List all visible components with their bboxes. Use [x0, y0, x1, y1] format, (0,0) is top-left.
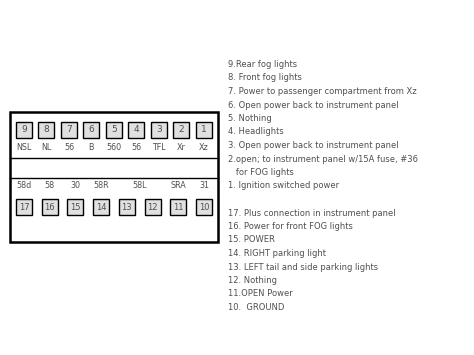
Text: 7: 7 — [66, 126, 72, 135]
FancyBboxPatch shape — [42, 199, 58, 215]
FancyBboxPatch shape — [106, 122, 122, 138]
Text: 5: 5 — [111, 126, 117, 135]
Text: 15: 15 — [70, 202, 81, 212]
Text: 16: 16 — [45, 202, 55, 212]
FancyBboxPatch shape — [16, 122, 32, 138]
Text: 4. Headlights: 4. Headlights — [228, 127, 284, 137]
Text: 10: 10 — [199, 202, 209, 212]
Text: 4: 4 — [134, 126, 139, 135]
Text: 1. Ignition switched power: 1. Ignition switched power — [228, 181, 339, 191]
Text: 6. Open power back to instrument panel: 6. Open power back to instrument panel — [228, 100, 399, 109]
Bar — [10, 112, 218, 242]
Text: 58R: 58R — [93, 180, 109, 190]
FancyBboxPatch shape — [38, 122, 55, 138]
Text: 17. Plus connection in instrument panel: 17. Plus connection in instrument panel — [228, 208, 396, 218]
Text: 560: 560 — [107, 143, 121, 153]
Text: 2: 2 — [179, 126, 184, 135]
FancyBboxPatch shape — [145, 199, 161, 215]
FancyBboxPatch shape — [196, 122, 212, 138]
FancyBboxPatch shape — [61, 122, 77, 138]
Text: 11: 11 — [173, 202, 183, 212]
Text: 1: 1 — [201, 126, 207, 135]
FancyBboxPatch shape — [93, 199, 109, 215]
Text: 9: 9 — [21, 126, 27, 135]
Text: 14: 14 — [96, 202, 106, 212]
Text: 58L: 58L — [132, 180, 147, 190]
Text: 58d: 58d — [17, 180, 32, 190]
Text: 12. Nothing: 12. Nothing — [228, 276, 277, 285]
Text: 56: 56 — [64, 143, 74, 153]
FancyBboxPatch shape — [151, 122, 167, 138]
Text: 30: 30 — [71, 180, 81, 190]
Text: 13. LEFT tail and side parking lights: 13. LEFT tail and side parking lights — [228, 262, 378, 272]
FancyBboxPatch shape — [170, 199, 186, 215]
FancyBboxPatch shape — [173, 122, 190, 138]
Text: 15. POWER: 15. POWER — [228, 235, 275, 245]
Text: 9.Rear fog lights: 9.Rear fog lights — [228, 60, 297, 69]
Text: 8: 8 — [44, 126, 49, 135]
Text: 5. Nothing: 5. Nothing — [228, 114, 272, 123]
FancyBboxPatch shape — [196, 199, 212, 215]
Text: 6: 6 — [89, 126, 94, 135]
FancyBboxPatch shape — [16, 199, 32, 215]
Text: B: B — [89, 143, 94, 153]
Text: 17: 17 — [18, 202, 29, 212]
Text: SRA: SRA — [171, 180, 186, 190]
Text: TFL: TFL — [152, 143, 166, 153]
Text: Xr: Xr — [177, 143, 186, 153]
Text: 10.  GROUND: 10. GROUND — [228, 303, 284, 312]
Text: NSL: NSL — [16, 143, 32, 153]
Text: 58: 58 — [45, 180, 55, 190]
FancyBboxPatch shape — [119, 199, 135, 215]
Text: 7. Power to passenger compartment from Xz: 7. Power to passenger compartment from X… — [228, 87, 417, 96]
Text: 31: 31 — [199, 180, 209, 190]
Text: NL: NL — [41, 143, 52, 153]
Text: 14. RIGHT parking light: 14. RIGHT parking light — [228, 249, 326, 258]
Text: for FOG lights: for FOG lights — [228, 168, 294, 177]
Text: 3. Open power back to instrument panel: 3. Open power back to instrument panel — [228, 141, 399, 150]
Text: 16. Power for front FOG lights: 16. Power for front FOG lights — [228, 222, 353, 231]
Text: 3: 3 — [156, 126, 162, 135]
FancyBboxPatch shape — [128, 122, 145, 138]
Text: 13: 13 — [121, 202, 132, 212]
FancyBboxPatch shape — [67, 199, 83, 215]
Text: 56: 56 — [131, 143, 142, 153]
Text: 8. Front fog lights: 8. Front fog lights — [228, 73, 302, 82]
Text: 2.open; to instrument panel w/15A fuse, #36: 2.open; to instrument panel w/15A fuse, … — [228, 154, 418, 164]
Text: Xz: Xz — [199, 143, 209, 153]
Text: 11.OPEN Power: 11.OPEN Power — [228, 289, 293, 299]
Text: 12: 12 — [147, 202, 158, 212]
FancyBboxPatch shape — [83, 122, 100, 138]
